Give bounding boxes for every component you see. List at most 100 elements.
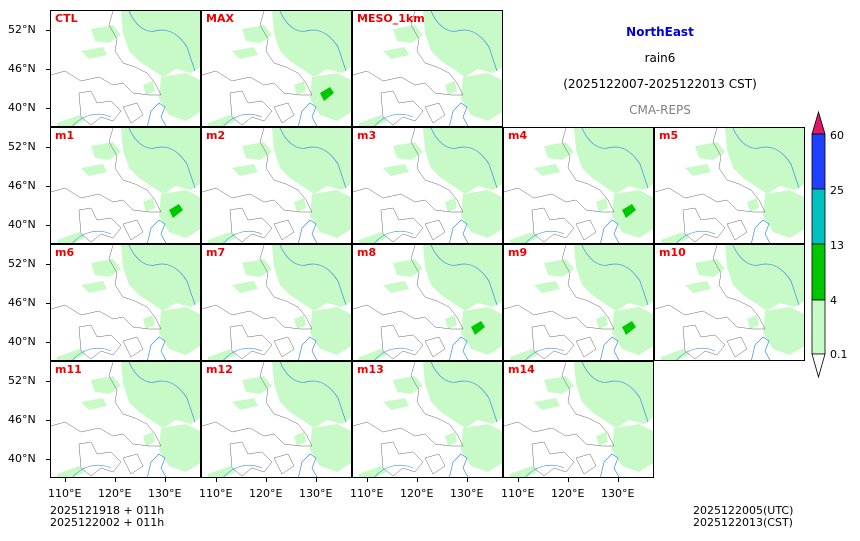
lon-tick-label: 110°E [501,487,535,500]
heavy-rain-core [471,321,485,335]
lon-tick-mark [65,478,66,482]
coastline [600,219,620,243]
province-border [504,187,614,213]
province-border [380,324,424,360]
rain-field [510,349,538,360]
province-border [122,219,144,241]
rain-field [596,315,608,329]
colorbar-seg-25-60 [811,133,826,190]
rain-field [763,190,804,238]
rain-field [272,128,351,194]
rain-field [475,27,499,45]
province-border [655,304,765,330]
province-border [353,304,463,330]
lon-tick-label: 130°E [299,487,333,500]
rain-field [445,315,457,329]
coastline [147,102,167,126]
coastline [751,336,771,360]
province-border [108,11,162,96]
coastline [298,336,318,360]
river [430,128,498,189]
coastline [449,336,469,360]
panel-label: MESO_1km [357,12,425,25]
rain-field [159,307,200,355]
rain-field [173,27,197,45]
river [374,114,414,126]
river [128,245,196,306]
rain-field [91,142,121,160]
rain-field [242,25,272,43]
panel-label: m11 [55,363,82,376]
river [676,348,716,360]
panel-label: m10 [659,246,686,259]
province-border [353,70,463,96]
rain-field [695,259,725,277]
rain-field [232,281,258,293]
river [72,348,112,360]
rain-field [612,190,653,238]
rain-field [544,259,574,277]
lon-tick-label: 130°E [450,487,484,500]
rain-field [534,398,560,410]
province-border [410,11,464,96]
river [374,231,414,243]
rain-field [310,190,351,238]
province-border [229,207,273,243]
rain-field [661,349,689,360]
province-border [575,453,597,475]
province-border [504,421,614,447]
rain-field [596,432,608,446]
province-border [424,453,446,475]
lat-tick-mark [46,225,50,226]
lon-tick-mark [467,478,468,482]
rain-field [324,378,348,396]
rain-field [475,144,499,162]
province-border [122,102,144,124]
coastline [147,453,167,477]
panel-label: m13 [357,363,384,376]
province-border [712,245,766,330]
province-border [78,441,122,477]
lat-tick-label: 40°N [8,335,36,348]
rain-field [57,115,85,126]
coastline [449,219,469,243]
province-border [122,336,144,358]
rain-field [626,144,650,162]
lon-tick-label: 110°E [199,487,233,500]
rain-field [574,245,653,311]
province-border [655,187,765,213]
model-title: CMA-REPS [629,103,691,117]
province-border [504,304,614,330]
province-border [108,362,162,447]
panel-label: m5 [659,129,679,142]
province-border [108,245,162,330]
province-border [531,441,575,477]
lon-tick-mark [568,478,569,482]
rain-field [423,362,502,428]
river [128,362,196,423]
coastline [147,336,167,360]
province-border [273,336,295,358]
province-border [229,441,273,477]
panel-label: m3 [357,129,377,142]
coastline [449,453,469,477]
river [430,11,498,72]
rain-field [383,164,409,176]
rain-field [121,362,200,428]
lat-tick-mark [46,147,50,148]
rain-field [423,128,502,194]
rain-field [445,432,457,446]
province-border [682,207,726,243]
province-border [122,453,144,475]
init-time-utc: 2025121918 + 011h [50,504,165,517]
rain-field [393,376,423,394]
map-panel-m12: m12 [201,361,352,478]
rain-field [159,424,200,472]
valid-time-cst: 2025122013(CST) [693,516,793,529]
lat-tick-mark [46,420,50,421]
river [72,114,112,126]
lon-tick-mark [216,478,217,482]
panel-label: m7 [206,246,226,259]
map-panel-m7: m7 [201,244,352,361]
river [223,231,263,243]
